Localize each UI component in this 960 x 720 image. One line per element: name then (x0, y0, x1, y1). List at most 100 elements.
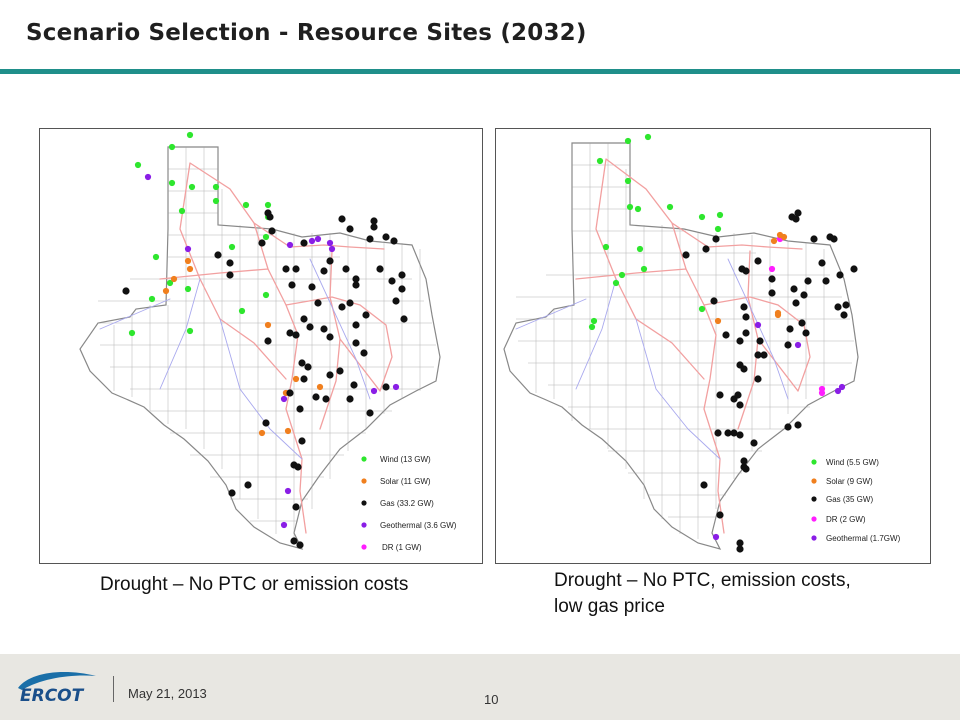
gas-site-marker (818, 259, 826, 267)
gas-site-marker (350, 381, 358, 389)
gas-site-marker (370, 217, 378, 225)
legend-label-geothermal: Geothermal (3.6 GW) (380, 521, 457, 530)
wind-site-marker (626, 203, 634, 211)
legend-swatch-solar-2 (811, 478, 817, 484)
gas-site-marker (346, 395, 354, 403)
gas-site-marker (840, 311, 848, 319)
wind-site-marker (666, 203, 674, 211)
gas-site-marker (736, 431, 744, 439)
texas-outline-2 (503, 142, 859, 550)
wind-site-marker (238, 307, 246, 315)
dr-site-marker (768, 265, 776, 273)
gas-site-marker (342, 265, 350, 273)
legend-label-geothermal-2: Geothermal (1.7GW) (826, 534, 901, 543)
gas-site-marker (736, 539, 744, 547)
wind-site-marker (166, 279, 174, 287)
legend-label-solar-2: Solar (9 GW) (826, 477, 873, 486)
gas-site-marker (352, 339, 360, 347)
wind-site-marker (186, 131, 194, 139)
gas-site-marker (304, 363, 312, 371)
gas-site-marker (294, 463, 302, 471)
gas-site-marker (300, 239, 308, 247)
wind-site-marker (264, 201, 272, 209)
wind-site-marker (178, 207, 186, 215)
wind-site-marker (596, 157, 604, 165)
solar-site-marker (284, 427, 292, 435)
wind-site-marker (228, 243, 236, 251)
wind-site-marker (134, 161, 142, 169)
legend-label-wind: Wind (13 GW) (380, 455, 431, 464)
gas-site-marker (710, 297, 718, 305)
map-caption-2: Drought – No PTC, emission costs, low ga… (554, 570, 851, 617)
wind-site-marker (262, 233, 270, 241)
gas-site-marker (336, 367, 344, 375)
legend-swatch-wind (361, 456, 367, 462)
geothermal-site-marker (280, 521, 288, 529)
gas-site-marker (740, 365, 748, 373)
page-title: Scenario Selection - Resource Sites (203… (26, 20, 587, 46)
gas-site-marker (382, 383, 390, 391)
wind-site-marker (624, 137, 632, 145)
wind-site-marker (590, 317, 598, 325)
gas-site-marker (296, 541, 304, 549)
gas-site-marker (288, 281, 296, 289)
gas-site-marker (794, 421, 802, 429)
gas-site-marker (790, 285, 798, 293)
gas-site-marker (722, 331, 730, 339)
gas-site-marker (292, 331, 300, 339)
gas-site-marker (734, 391, 742, 399)
county-grid-2 (516, 143, 854, 539)
gas-site-marker (326, 257, 334, 265)
gas-site-marker (362, 311, 370, 319)
gas-site-marker (338, 303, 346, 311)
gas-site-marker (740, 303, 748, 311)
gas-site-marker (730, 429, 738, 437)
wind-site-marker (716, 211, 724, 219)
gas-site-marker (326, 333, 334, 341)
dr-site-marker (818, 389, 826, 397)
gas-site-marker (792, 215, 800, 223)
solar-site-marker (316, 383, 324, 391)
legend-swatch-wind-2 (811, 459, 817, 465)
legend-swatch-gas (361, 500, 367, 506)
gas-site-marker (702, 245, 710, 253)
gas-site-marker (756, 337, 764, 345)
geothermal-site-marker (284, 487, 292, 495)
gas-site-marker (346, 299, 354, 307)
gas-site-marker (398, 271, 406, 279)
gas-site-marker (382, 233, 390, 241)
solar-site-marker (714, 317, 722, 325)
gas-site-marker (268, 227, 276, 235)
wind-site-marker (714, 225, 722, 233)
wind-site-marker (634, 205, 642, 213)
geothermal-site-marker (794, 341, 802, 349)
gas-site-marker (392, 297, 400, 305)
legend-box-2 (800, 449, 928, 549)
gas-site-marker (346, 225, 354, 233)
gas-site-marker (306, 323, 314, 331)
geothermal-site-marker (308, 237, 316, 245)
gas-site-marker (784, 341, 792, 349)
geothermal-site-marker (834, 387, 842, 395)
gas-site-marker (322, 395, 330, 403)
gas-site-marker (122, 287, 130, 295)
wind-site-marker (698, 213, 706, 221)
gas-site-marker (338, 215, 346, 223)
gas-site-marker (300, 315, 308, 323)
gas-site-marker (834, 303, 842, 311)
gas-site-marker (712, 235, 720, 243)
gas-site-marker (784, 423, 792, 431)
ercot-logo: ERCOT (18, 672, 96, 706)
gas-site-marker (352, 275, 360, 283)
gas-site-marker (266, 213, 274, 221)
wind-site-marker (152, 253, 160, 261)
geothermal-site-marker (286, 241, 294, 249)
gas-site-marker (754, 375, 762, 383)
solar-site-marker (776, 231, 784, 239)
gas-site-marker (716, 511, 724, 519)
gas-site-marker (830, 235, 838, 243)
gas-site-marker (244, 481, 252, 489)
gas-site-marker (798, 319, 806, 327)
gas-site-marker (750, 439, 758, 447)
wind-site-marker (618, 271, 626, 279)
